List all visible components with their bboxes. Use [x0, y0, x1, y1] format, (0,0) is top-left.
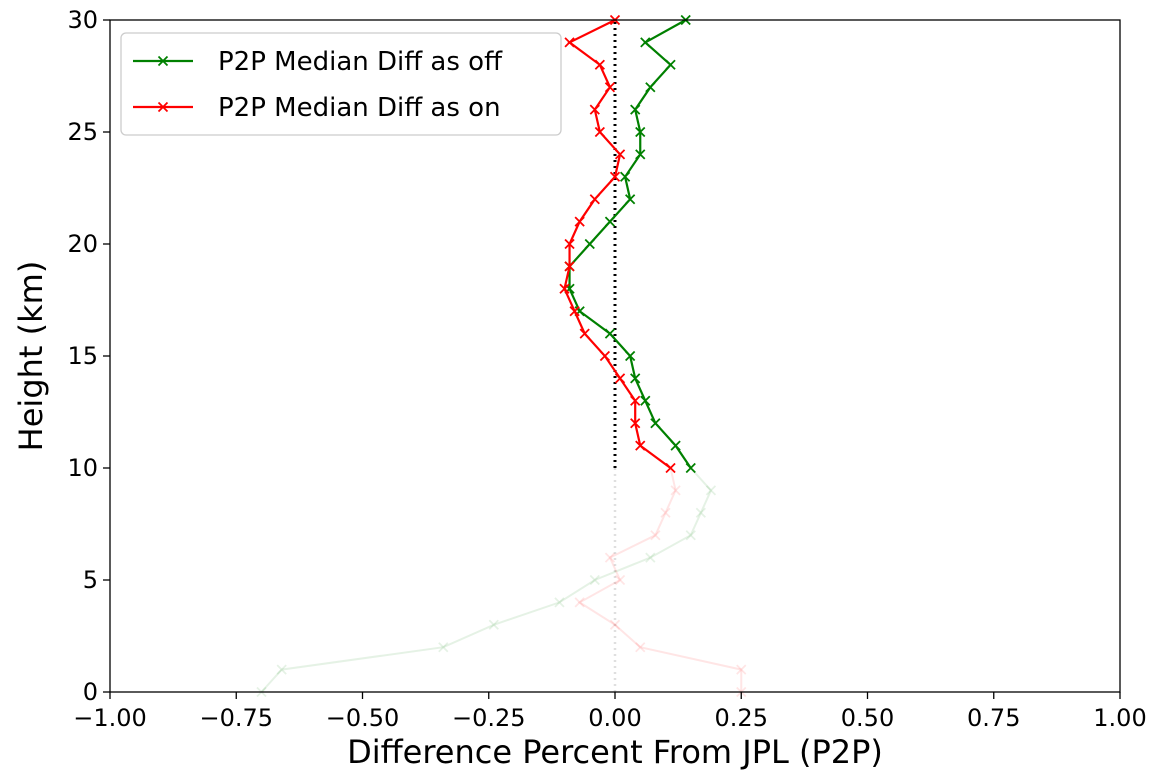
series-1-point — [625, 194, 636, 205]
y-tick-label: 5 — [83, 566, 98, 594]
series-1-point — [635, 149, 646, 160]
series-2-point — [614, 373, 626, 384]
legend-marker — [157, 55, 169, 67]
series-2-point — [609, 619, 621, 630]
y-tick-label: 20 — [67, 230, 98, 258]
series-2-point — [589, 104, 600, 115]
series-2-point — [660, 507, 671, 518]
series-2-point — [579, 328, 590, 339]
y-axis-label: Height (km) — [12, 261, 50, 452]
x-tick-label: −0.75 — [199, 704, 273, 732]
series-1-point — [635, 126, 646, 138]
legend-label: P2P Median Diff as off — [218, 47, 503, 77]
series-2-point — [594, 59, 605, 70]
x-tick-label: 0.75 — [967, 704, 1020, 732]
y-tick-label: 0 — [83, 678, 98, 706]
legend-label: P2P Median Diff as on — [218, 93, 501, 123]
series-1-point — [670, 440, 681, 451]
x-tick-label: −0.25 — [452, 704, 526, 732]
series-2-point — [589, 194, 600, 205]
x-axis-label: Difference Percent From JPL (P2P) — [347, 733, 883, 771]
y-tick-label: 10 — [67, 454, 98, 482]
series-1-point — [705, 485, 717, 496]
series-2-point — [564, 238, 575, 250]
series-2-point — [574, 216, 585, 227]
series-1-point — [589, 574, 600, 586]
series-2-point — [569, 306, 580, 317]
series-2-point — [609, 171, 621, 182]
series-2-point — [630, 418, 641, 429]
series-1-point — [584, 238, 595, 250]
legend-marker — [157, 101, 169, 113]
x-tick-label: 0.25 — [715, 704, 768, 732]
x-tick-label: −1.00 — [73, 704, 147, 732]
series-1-point — [276, 664, 287, 675]
series-2-point — [604, 552, 616, 563]
x-tick-label: 1.00 — [1093, 704, 1146, 732]
series-1-point — [650, 418, 661, 429]
series-2-point — [614, 574, 626, 586]
series-2-point — [630, 395, 641, 406]
legend-entry: P2P Median Diff as on — [133, 93, 501, 123]
series-2-line-faded — [577, 467, 743, 692]
series-1-point — [604, 216, 616, 227]
plot-area — [256, 14, 747, 698]
series-1-point — [630, 373, 641, 384]
series-2-point — [594, 126, 605, 138]
series-2-point — [564, 37, 575, 48]
x-tick-label: 0.50 — [841, 704, 894, 732]
series-2-point — [614, 149, 626, 160]
y-tick-label: 30 — [67, 6, 98, 34]
series-2-point — [574, 597, 585, 608]
series-1-point — [619, 171, 631, 182]
series-2-point — [599, 350, 611, 362]
series-1-point — [645, 552, 656, 563]
series-1 — [256, 14, 717, 698]
x-tick-label: 0.00 — [588, 704, 641, 732]
series-2-point — [736, 664, 747, 675]
series-2-point — [559, 283, 570, 294]
series-1-point — [640, 395, 651, 406]
series-1-point — [685, 530, 696, 541]
series-1-point — [438, 642, 449, 653]
series-2-point — [650, 530, 661, 541]
series-2 — [559, 14, 747, 698]
series-1-point — [625, 350, 636, 362]
y-axis: 0 5 10 15 20 25 30 — [67, 6, 110, 706]
series-1-point — [488, 619, 499, 630]
series-2-point — [670, 485, 681, 496]
series-2-point — [635, 440, 646, 451]
x-tick-label: −0.50 — [326, 704, 400, 732]
x-axis: −1.00 −0.75 −0.50 −0.25 0.00 0.25 0.50 0.75 1.00 — [73, 692, 1147, 732]
y-tick-label: 15 — [67, 342, 98, 370]
series-2-point — [635, 642, 646, 653]
series-1-point — [630, 104, 641, 115]
series-1-point — [604, 328, 616, 339]
series-1-point — [695, 507, 706, 518]
series-2-point — [604, 82, 616, 93]
series-1-point — [685, 462, 696, 474]
legend-box — [120, 32, 562, 136]
series-1-point — [645, 82, 656, 93]
series-1-point — [554, 597, 565, 608]
series-2-point — [564, 261, 575, 272]
series-1-point — [640, 37, 651, 48]
y-tick-label: 25 — [67, 118, 98, 146]
legend-entry: P2P Median Diff as off — [133, 47, 503, 77]
series-2-point — [665, 462, 676, 474]
legend: P2P Median Diff as off P2P Median Diff as… — [120, 32, 562, 136]
series-1-line-faded — [260, 467, 713, 693]
series-1-point — [665, 59, 676, 70]
